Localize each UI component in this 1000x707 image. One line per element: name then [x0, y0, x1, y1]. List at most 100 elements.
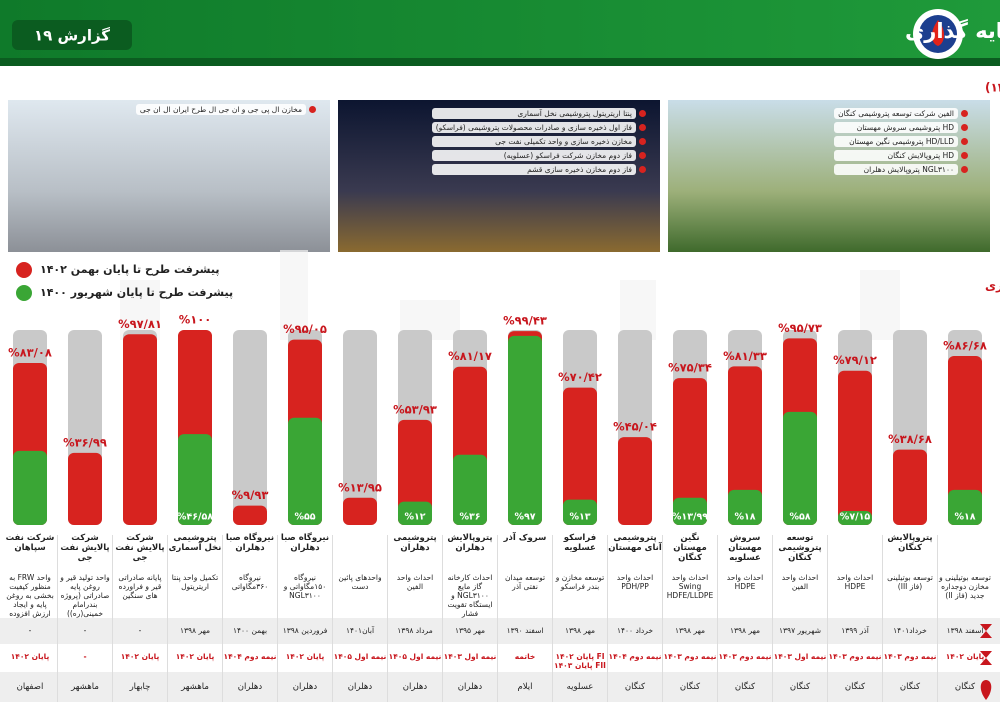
- location: دهلران: [402, 682, 428, 692]
- start-date: آبان۱۴۰۱: [345, 626, 375, 635]
- header-band: [0, 0, 1000, 66]
- bar-progress: [123, 334, 157, 525]
- project-name: پتروشیمی نخل آسماری: [168, 533, 222, 553]
- location: کنگان: [789, 682, 811, 692]
- location: چابهار: [129, 682, 151, 692]
- location: کنگان: [844, 682, 866, 692]
- bar-progress: [838, 370, 872, 525]
- description: توسعه بوتیلینی (فاز III): [887, 573, 933, 591]
- photo-item: فاز اول ذخیره سازی و صادرات محصولات پترو…: [431, 122, 647, 133]
- photo-item: الفین شرکت توسعه پتروشیمی کنگان: [834, 108, 968, 119]
- location: کنگان: [734, 682, 756, 692]
- bar-progress: [343, 497, 377, 525]
- bar-before: [508, 335, 542, 525]
- value-label: %۵۸: [789, 512, 810, 523]
- description: واحد تولید قیر و روغن پایه صادراتی (پروژ…: [60, 573, 110, 618]
- photo-item: HD/LLD پتروشیمی نگین مهستان: [834, 136, 968, 147]
- project-name: شرکت نفت سپاهان: [5, 533, 55, 553]
- value-label: %۴۶/۵۸: [177, 512, 213, 523]
- description: احداث واحد الفین: [781, 573, 819, 591]
- bar-before: [948, 489, 982, 525]
- bar-progress: [398, 419, 432, 525]
- start-date: اسفند ۱۳۹۰: [506, 626, 544, 635]
- description: احداث واحد Swing HDFE/LLDPE: [666, 573, 714, 600]
- value-label: %۸۶/۶۸: [943, 338, 987, 352]
- end-icon: [980, 651, 992, 665]
- description: نیروگاه ۳۶۰مگاواتی: [231, 573, 269, 591]
- skyline: [120, 250, 900, 340]
- photo-item: HD پتروشیمی سروش مهستان: [834, 122, 968, 133]
- start-date: مهر ۱۳۹۸: [564, 626, 596, 635]
- legend-label: پیشرفت طرح تا پایان شهریور ۱۴۰۰: [40, 286, 233, 299]
- project-name: فراسکو عسلویه: [563, 533, 597, 553]
- photo-item: پنتا اریتریتول پتروشیمی نخل آسماری: [431, 108, 647, 119]
- description: واحدهای پائین دست: [338, 573, 382, 591]
- start-date: فروردین ۱۳۹۸: [282, 626, 328, 635]
- location: کنگان: [899, 682, 921, 692]
- value-label: %۸۱/۱۷: [448, 349, 492, 363]
- value-label: %۱۰۰: [179, 313, 212, 327]
- bar-progress: [728, 366, 762, 525]
- legend-marker: [14, 283, 34, 303]
- value-label: %۱۸: [734, 512, 755, 523]
- bar-progress: [618, 437, 652, 525]
- bar-before: [563, 499, 597, 525]
- project-name: سروک آذر: [503, 533, 547, 543]
- end-date: پایان ۱۴۰۲: [285, 652, 325, 661]
- ready-title: طرح های آماده بهره برداری (۱۴۰۲ تا ۱۴۰۳): [985, 80, 1000, 95]
- description: احداث کارخانه گاز مایع NGL۳۱۰۰ و ایستگاه…: [447, 573, 493, 618]
- bar-before: [398, 501, 432, 525]
- project-name: شرکت پالایش نفت جی: [115, 533, 165, 563]
- report-number: گزارش ۱۹: [34, 27, 110, 45]
- value-label: %۹۷: [514, 512, 535, 523]
- photo-list: مخازن ال پی جی و ان جی ال طرح ایران ال ا…: [135, 104, 317, 118]
- end-date: نیمه دوم ۱۴۰۳: [718, 652, 772, 661]
- value-label: %۵۳/۹۳: [393, 402, 437, 416]
- value-label: %۹۷/۸۱: [118, 317, 162, 331]
- bar-progress: [233, 505, 267, 525]
- value-label: %۹۹/۴۳: [503, 314, 547, 328]
- end-date: پایان ۱۴۰۲: [175, 652, 215, 661]
- start-date: -: [28, 626, 32, 635]
- end-date: نیمه اول ۱۴۰۵: [333, 652, 387, 661]
- end-date: نیمه دوم ۱۴۰۳: [663, 652, 717, 661]
- value-label: %۷/۱۵: [840, 512, 871, 523]
- bar-before: [838, 511, 872, 525]
- end-date: نیمه اول ۱۴۰۵: [388, 652, 442, 661]
- end-date: نیمه دوم ۱۴۰۴: [608, 652, 662, 661]
- location: دهلران: [237, 682, 263, 692]
- start-date: بهمن ۱۴۰۰: [232, 626, 268, 635]
- project-name: پتروپالایش دهلران: [447, 533, 493, 553]
- start-icon: [980, 624, 992, 638]
- project-name: نگین مهستان کنگان: [673, 533, 707, 563]
- description: احداث واحد HDPE: [836, 573, 874, 591]
- report-box: [12, 20, 132, 50]
- project-name: توسعه پتروشیمی کنگان: [778, 533, 822, 563]
- bar-track: [343, 330, 377, 525]
- bar-progress: [68, 452, 102, 525]
- value-label: %۱۲: [404, 512, 425, 523]
- start-date: اسفند ۱۳۹۸: [946, 626, 984, 635]
- value-label: %۳۶: [459, 512, 480, 523]
- photo-item: مخازن ال پی جی و ان جی ال طرح ایران ال ا…: [135, 104, 317, 115]
- photo-item: NGL۳۱۰۰ پتروپالایش دهلران: [834, 164, 968, 175]
- project-name: پتروشیمی آنای مهستان: [608, 533, 662, 553]
- value-label: %۱۳/۹۵: [338, 480, 382, 494]
- description: واحد FRW به منظور کیفیت بخشی به روغن پای…: [6, 573, 54, 618]
- location: اصفهان: [16, 682, 44, 692]
- location: دهلران: [292, 682, 318, 692]
- bar-before: [288, 417, 322, 525]
- start-date: خرداد۱۴۰۱: [893, 626, 927, 635]
- end-date: پایان ۱۴۰۲: [10, 652, 50, 661]
- start-date: خرداد ۱۴۰۰: [616, 626, 654, 635]
- end-date: پایان ۱۴۰۲: [120, 652, 160, 661]
- end-date: -: [83, 652, 87, 661]
- value-label: %۸۱/۳۳: [723, 349, 767, 363]
- location: ایلام: [517, 682, 533, 692]
- description: احداث واحد PDH/PP: [616, 573, 654, 591]
- value-label: %۳۶/۹۹: [63, 435, 107, 449]
- bar-before: [453, 454, 487, 525]
- project-name: نیروگاه صبا دهلران: [280, 533, 330, 553]
- start-date: مرداد ۱۳۹۸: [397, 626, 433, 635]
- value-label: %۹۵/۷۳: [778, 321, 822, 335]
